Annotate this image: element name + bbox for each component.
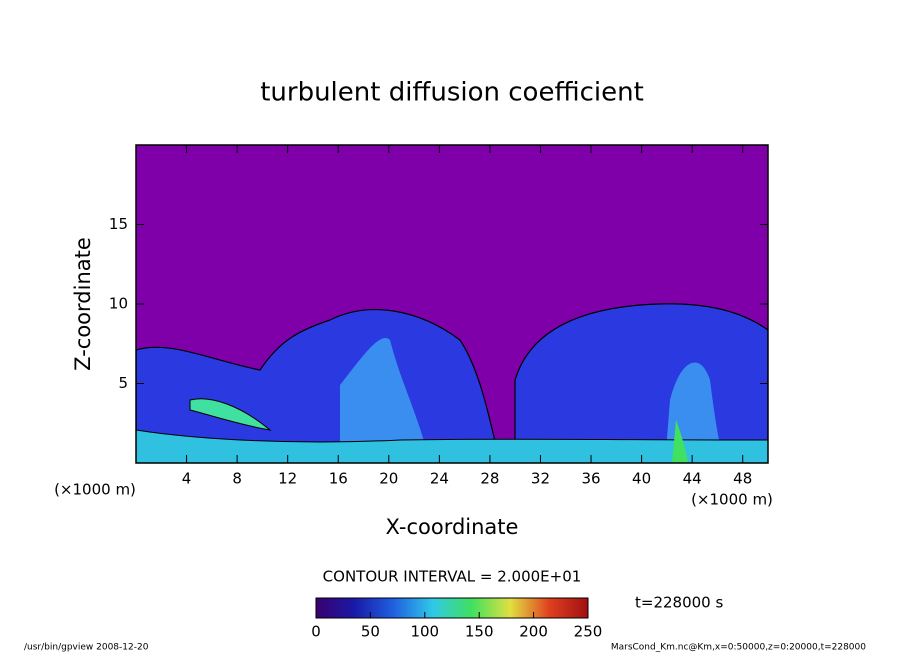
x-tick-label: 40: [632, 470, 651, 488]
x-tick-label: 8: [232, 470, 242, 488]
y-tick-label: 10: [109, 295, 128, 313]
field-shading: [136, 303, 768, 463]
x-tick-label: 44: [683, 470, 702, 488]
x-tick-label: 24: [430, 470, 449, 488]
x-tick-label: 48: [733, 470, 752, 488]
x-tick-label: 4: [182, 470, 192, 488]
x-tick-label: 36: [581, 470, 600, 488]
chart-title: turbulent diffusion coefficient: [260, 78, 644, 108]
y-tick-label: 5: [118, 374, 128, 392]
colorbar-tick-label: 100: [410, 623, 439, 641]
field-region: [189, 398, 272, 431]
colorbar-tick-label: 200: [519, 623, 548, 641]
x-tick-label: 28: [480, 470, 499, 488]
field-region: [136, 429, 768, 463]
x-tick-label: 20: [379, 470, 398, 488]
x-tick-label: 12: [278, 470, 297, 488]
colorbar-tick-label: 150: [465, 623, 494, 641]
y-axis-label: Z-coordinate: [71, 237, 95, 371]
time-label: t=228000 s: [635, 594, 723, 612]
colorbar: [315, 597, 589, 619]
x-tick-label: 32: [531, 470, 550, 488]
field-region: [672, 420, 688, 463]
colorbar-tick-label: 50: [361, 623, 380, 641]
colorbar-tick-label: 250: [574, 623, 603, 641]
x-unit-label: (×1000 m): [54, 481, 136, 499]
field-region: [340, 338, 430, 463]
x-tick-label: 16: [329, 470, 348, 488]
footer-right: MarsCond_Km.nc@Km,x=0:50000,z=0:20000,t=…: [611, 643, 866, 653]
contour-interval: CONTOUR INTERVAL = 2.000E+01: [323, 568, 582, 586]
colorbar-tick-label: 0: [311, 623, 321, 641]
footer-left: /usr/bin/gpview 2008-12-20: [24, 643, 149, 653]
y-tick-label: 15: [109, 215, 128, 233]
x-axis-label: X-coordinate: [386, 515, 519, 539]
x-unit-label: (×1000 m): [691, 491, 773, 509]
